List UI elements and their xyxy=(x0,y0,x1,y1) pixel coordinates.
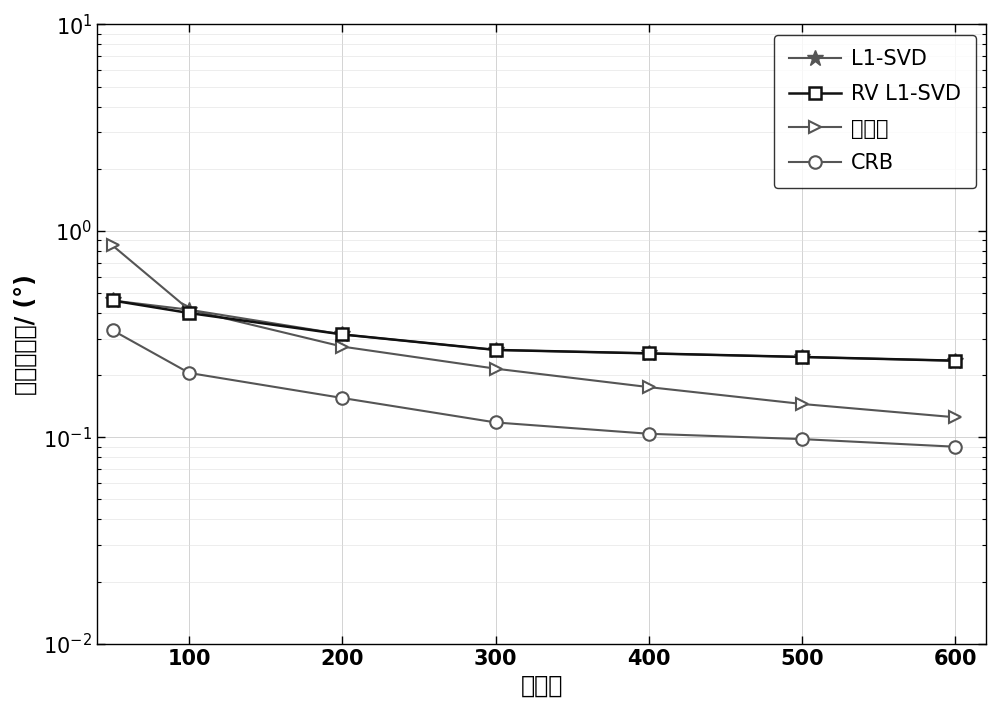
CRB xyxy=(336,394,348,402)
CRB xyxy=(183,369,195,377)
RV L1-SVD xyxy=(490,345,502,354)
Line: 本发明: 本发明 xyxy=(106,239,962,424)
Line: L1-SVD: L1-SVD xyxy=(104,292,964,369)
本发明 xyxy=(107,241,119,250)
RV L1-SVD xyxy=(949,357,961,365)
RV L1-SVD xyxy=(107,296,119,305)
L1-SVD xyxy=(336,330,348,339)
CRB xyxy=(796,435,808,444)
Y-axis label: 均方根误差/ (°): 均方根误差/ (°) xyxy=(14,273,38,394)
CRB xyxy=(949,442,961,451)
本发明 xyxy=(490,365,502,373)
CRB xyxy=(643,429,655,438)
Line: CRB: CRB xyxy=(106,324,962,453)
L1-SVD xyxy=(183,305,195,314)
本发明 xyxy=(183,305,195,314)
本发明 xyxy=(949,413,961,422)
RV L1-SVD xyxy=(183,309,195,318)
L1-SVD xyxy=(949,357,961,365)
CRB xyxy=(490,418,502,426)
L1-SVD xyxy=(643,349,655,357)
X-axis label: 快拍数: 快拍数 xyxy=(520,674,563,698)
Legend: L1-SVD, RV L1-SVD, 本发明, CRB: L1-SVD, RV L1-SVD, 本发明, CRB xyxy=(774,35,976,188)
本发明 xyxy=(336,342,348,351)
RV L1-SVD xyxy=(796,352,808,361)
L1-SVD xyxy=(490,345,502,354)
L1-SVD xyxy=(107,296,119,305)
本发明 xyxy=(796,399,808,408)
Line: RV L1-SVD: RV L1-SVD xyxy=(106,294,962,367)
RV L1-SVD xyxy=(643,349,655,357)
本发明 xyxy=(643,383,655,392)
RV L1-SVD xyxy=(336,330,348,339)
CRB xyxy=(107,326,119,335)
L1-SVD xyxy=(796,352,808,361)
